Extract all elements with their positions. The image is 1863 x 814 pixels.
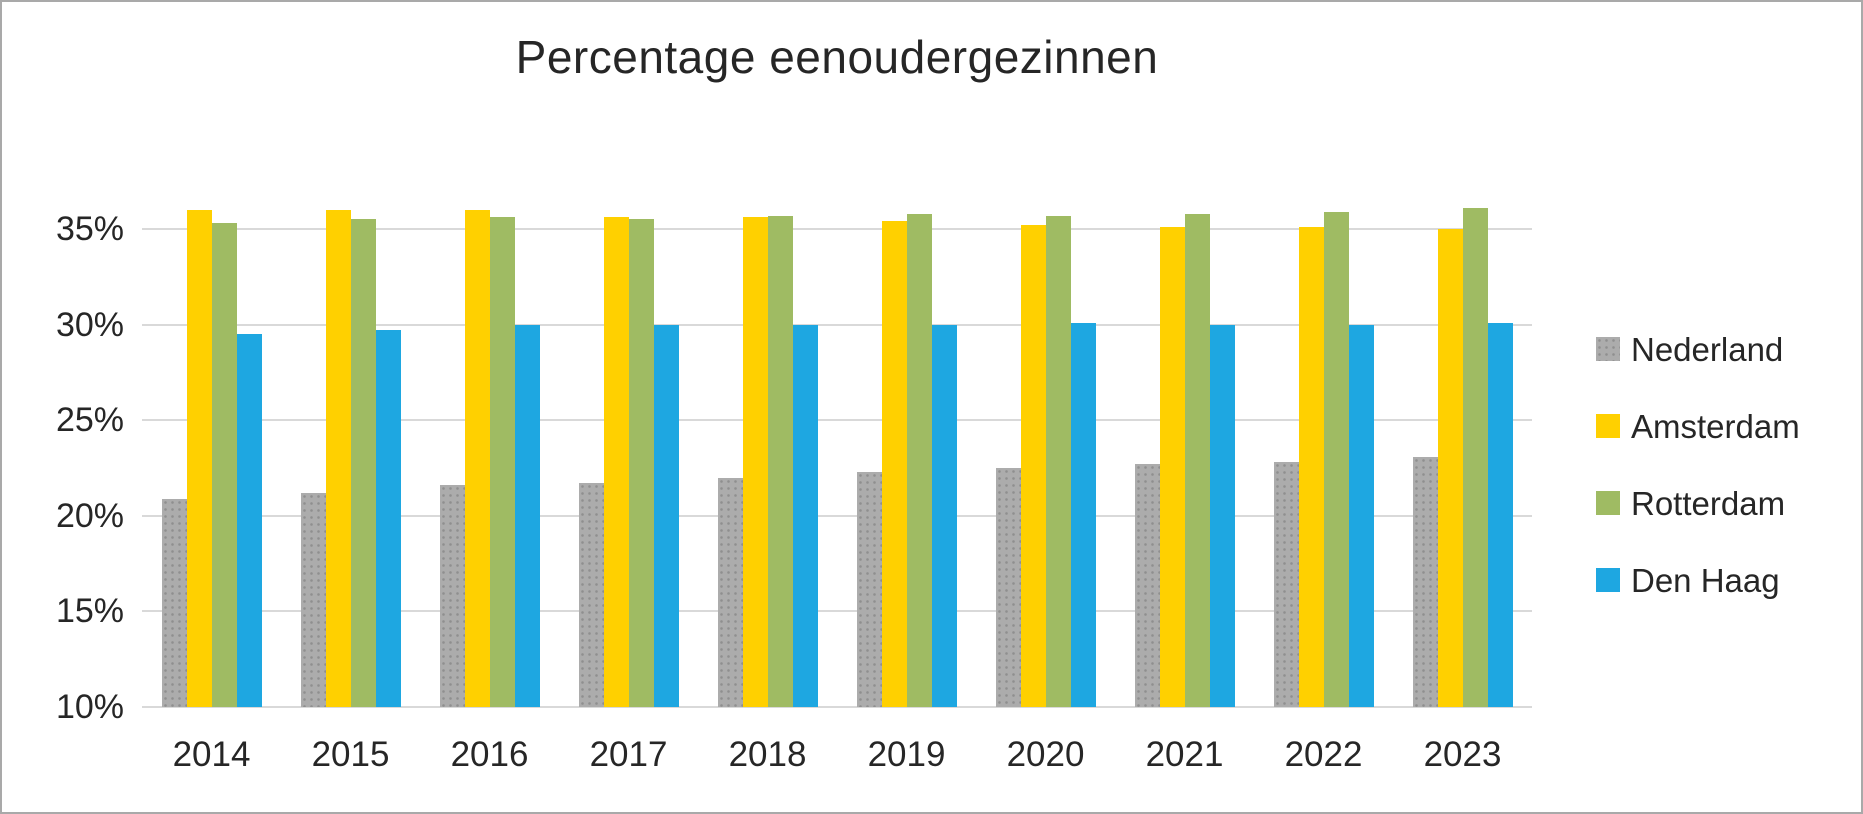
bar-rotterdam-2017 <box>628 219 654 707</box>
bar-amsterdam-2014 <box>186 209 212 707</box>
bar-nederland-2023 <box>1412 456 1438 707</box>
bar-nederland-2022 <box>1273 462 1299 707</box>
x-tick-label-2023: 2023 <box>1423 735 1502 774</box>
x-axis: 2014 2015 2016 2017 2018 2019 2020 2021 2022 2023 <box>142 730 1532 780</box>
x-tick-label-2015: 2015 <box>311 735 390 774</box>
bar-group-2018 <box>698 162 837 707</box>
bar-amsterdam-2018 <box>742 217 768 707</box>
legend-item-amsterdam: Amsterdam <box>1596 409 1856 443</box>
bar-nederland-2017 <box>578 483 604 707</box>
bar-amsterdam-2021 <box>1159 227 1185 707</box>
bar-group-2014 <box>142 162 281 707</box>
bar-rotterdam-2023 <box>1462 207 1488 707</box>
bar-den-haag-2020 <box>1070 322 1096 707</box>
bar-nederland-2021 <box>1134 464 1160 707</box>
legend-label-nederland: Nederland <box>1631 330 1784 368</box>
y-tick-label-20: 20% <box>55 496 124 535</box>
bar-nederland-2016 <box>439 485 465 707</box>
bar-amsterdam-2015 <box>325 209 351 707</box>
bar-rotterdam-2018 <box>767 215 793 707</box>
bar-nederland-2014 <box>161 498 187 707</box>
x-tick-label-2021: 2021 <box>1145 735 1224 774</box>
bar-rotterdam-2022 <box>1323 211 1349 707</box>
legend-label-rotterdam: Rotterdam <box>1631 484 1786 522</box>
bar-rotterdam-2016 <box>489 217 515 707</box>
bar-den-haag-2022 <box>1348 324 1374 707</box>
x-tick-label-2020: 2020 <box>1006 735 1085 774</box>
bar-rotterdam-2020 <box>1045 215 1071 707</box>
legend-swatch-icon-amsterdam <box>1596 414 1620 438</box>
legend-item-den-haag: Den Haag <box>1596 563 1856 597</box>
bar-nederland-2015 <box>300 492 326 707</box>
gridline-30 <box>142 323 1532 326</box>
legend: Nederland Amsterdam Rotterdam Den Haag <box>1596 332 1856 597</box>
legend-swatch-icon-nederland <box>1596 337 1620 361</box>
bar-amsterdam-2020 <box>1020 225 1046 707</box>
bar-nederland-2019 <box>856 471 882 707</box>
y-tick-label-10: 10% <box>55 688 124 726</box>
y-axis: 10% 15% 20% 25% 30% 35% <box>2 162 124 724</box>
legend-item-nederland: Nederland <box>1596 332 1856 366</box>
bar-den-haag-2018 <box>792 324 818 707</box>
bar-rotterdam-2014 <box>211 223 237 707</box>
x-tick-label-2017: 2017 <box>589 735 668 774</box>
bar-group-2020 <box>976 162 1115 707</box>
y-tick-label-15: 15% <box>55 592 124 631</box>
gridline-25 <box>142 419 1532 422</box>
y-tick-label-30: 30% <box>55 305 124 344</box>
bar-group-2023 <box>1393 162 1532 707</box>
y-tick-label-35: 35% <box>55 209 124 248</box>
bar-groups <box>142 162 1532 707</box>
bar-den-haag-2021 <box>1209 324 1235 707</box>
x-tick-label-2014: 2014 <box>172 735 251 774</box>
bar-group-2015 <box>281 162 420 707</box>
bar-group-2017 <box>559 162 698 707</box>
x-tick-label-2019: 2019 <box>867 735 946 774</box>
bar-nederland-2018 <box>717 477 743 707</box>
legend-swatch-icon-rotterdam <box>1596 491 1620 515</box>
bar-group-2016 <box>420 162 559 707</box>
bar-group-2021 <box>1115 162 1254 707</box>
gridline-15 <box>142 610 1532 613</box>
bar-den-haag-2019 <box>931 324 957 707</box>
x-tick-label-2018: 2018 <box>728 735 807 774</box>
bar-amsterdam-2019 <box>881 221 907 707</box>
gridline-35 <box>142 227 1532 230</box>
bar-amsterdam-2023 <box>1437 228 1463 707</box>
legend-swatch-icon-den-haag <box>1596 568 1620 592</box>
plot-area <box>142 162 1532 708</box>
bar-rotterdam-2021 <box>1184 213 1210 707</box>
bar-den-haag-2014 <box>236 334 262 707</box>
legend-label-amsterdam: Amsterdam <box>1631 407 1800 445</box>
chart-title: Percentage eenoudergezinnen <box>515 31 1159 83</box>
gridline-10 <box>142 706 1532 708</box>
bar-amsterdam-2022 <box>1298 227 1324 707</box>
x-tick-label-2022: 2022 <box>1284 735 1363 774</box>
bar-amsterdam-2017 <box>603 217 629 707</box>
bar-rotterdam-2015 <box>350 219 376 707</box>
bar-rotterdam-2019 <box>906 213 932 707</box>
legend-item-rotterdam: Rotterdam <box>1596 486 1856 520</box>
legend-label-den-haag: Den Haag <box>1631 561 1780 599</box>
bar-den-haag-2023 <box>1487 322 1513 707</box>
x-tick-label-2016: 2016 <box>450 735 529 774</box>
bar-den-haag-2016 <box>514 324 540 707</box>
bar-group-2022 <box>1254 162 1393 707</box>
gridline-20 <box>142 514 1532 517</box>
bar-den-haag-2017 <box>653 324 679 707</box>
bar-amsterdam-2016 <box>464 209 490 707</box>
bar-den-haag-2015 <box>375 330 401 707</box>
bar-group-2019 <box>837 162 976 707</box>
bar-nederland-2020 <box>995 467 1021 707</box>
y-tick-label-25: 25% <box>55 401 124 440</box>
